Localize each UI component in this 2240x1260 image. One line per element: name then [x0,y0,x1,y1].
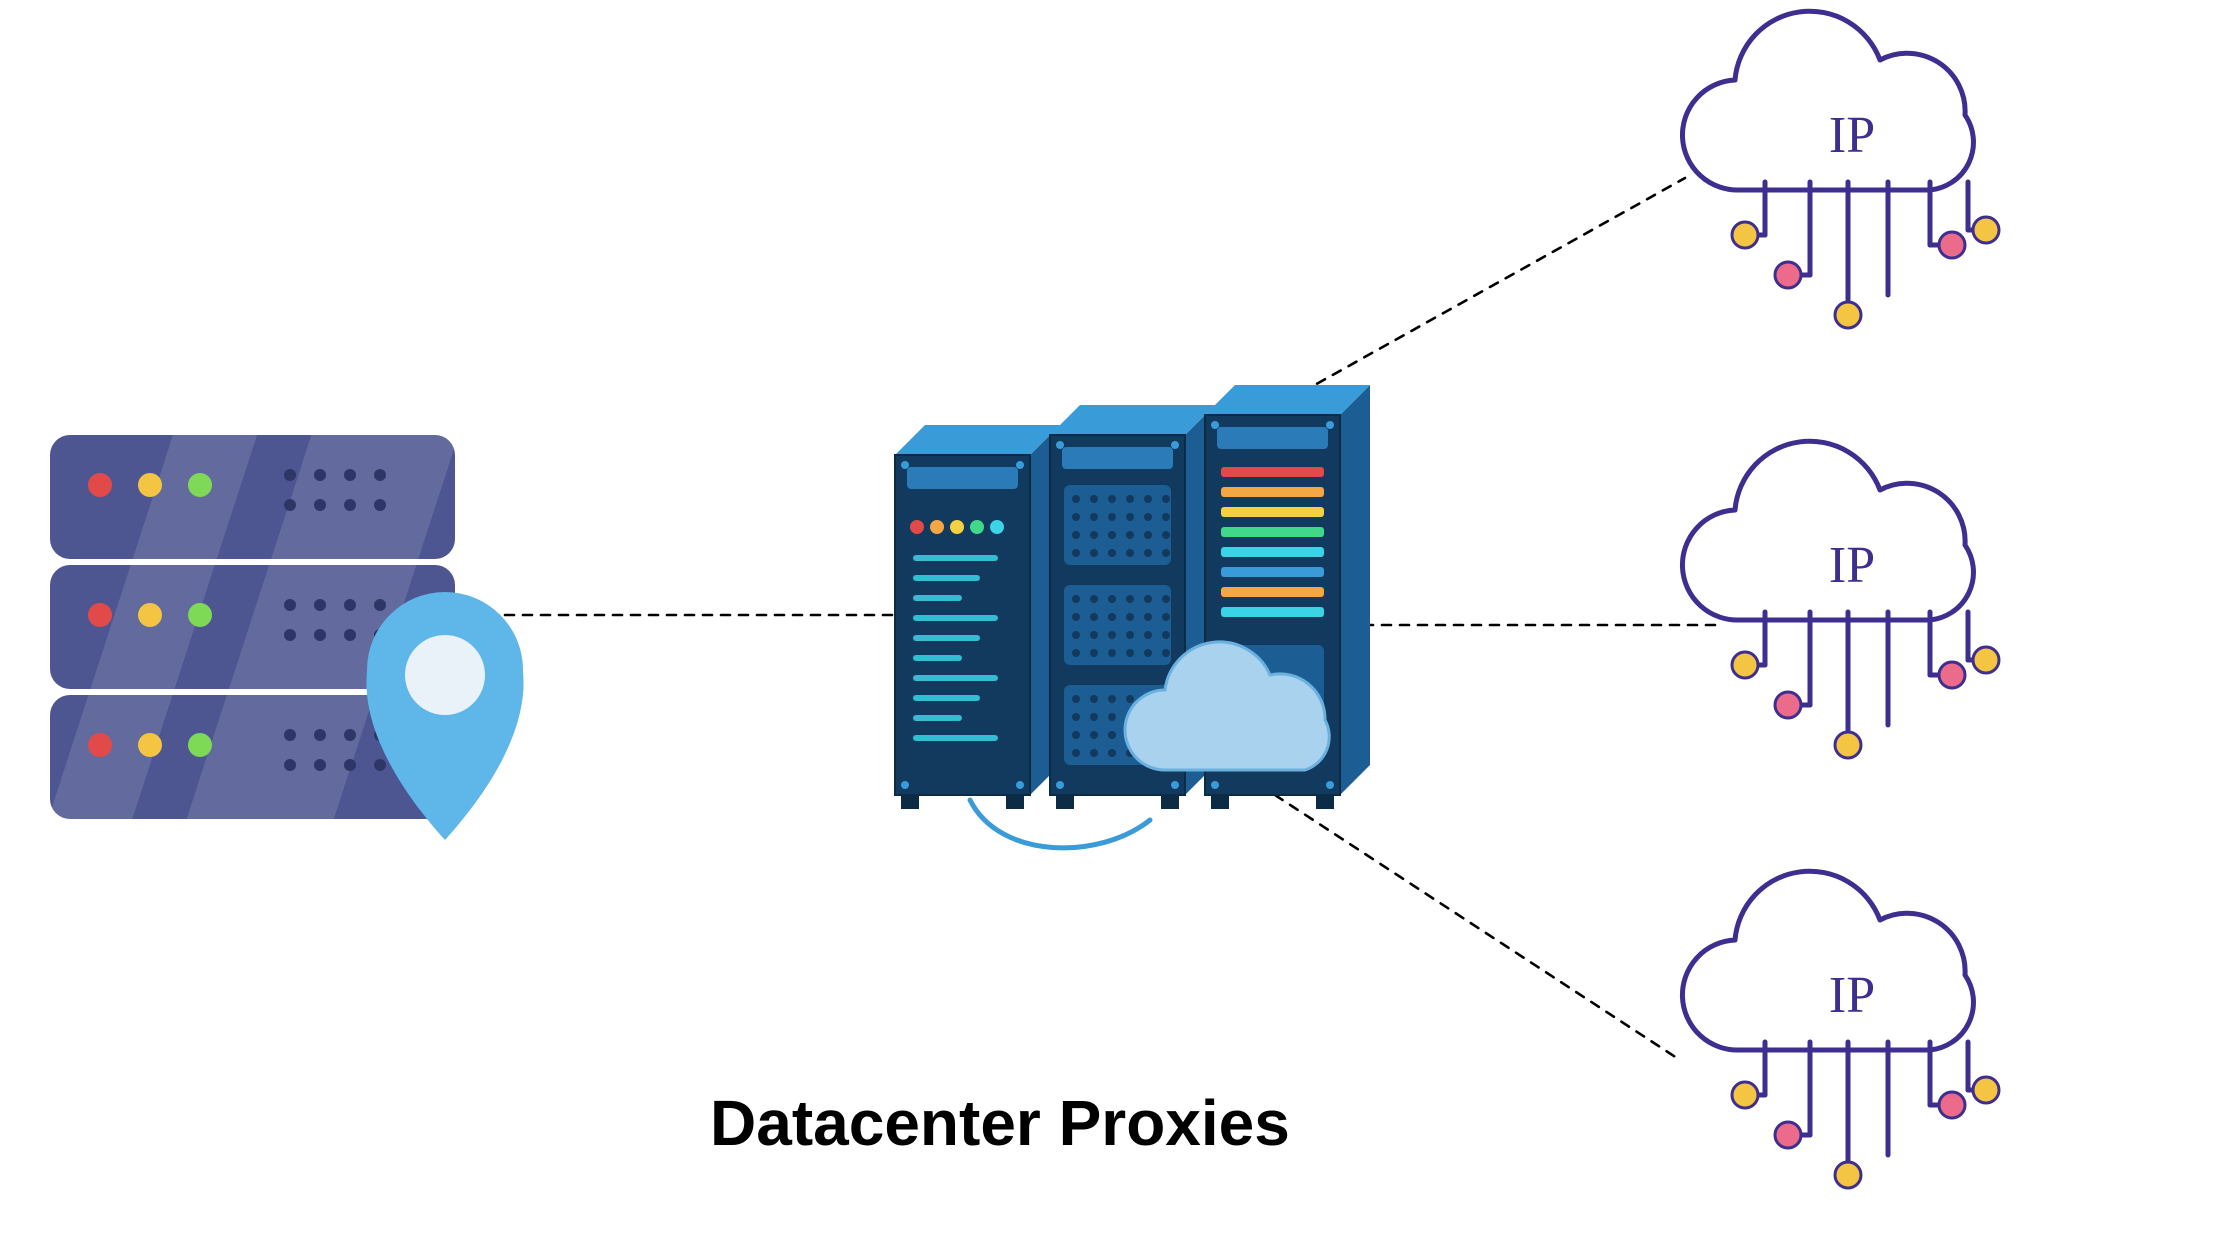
svg-text:IP: IP [1829,107,1875,164]
svg-text:IP: IP [1829,967,1875,1024]
ip-cloud-icon: IP [1682,871,1999,1188]
svg-text:IP: IP [1829,537,1875,594]
ip-cloud-icon: IP [1682,11,1999,328]
ip-cloud-icon: IP [1682,441,1999,758]
ip-clouds-layer: IP IP IP [0,0,2240,1260]
diagram-stage: IP IP IP Datacenter Proxies [0,0,2240,1260]
diagram-title: Datacenter Proxies [710,1086,1290,1160]
